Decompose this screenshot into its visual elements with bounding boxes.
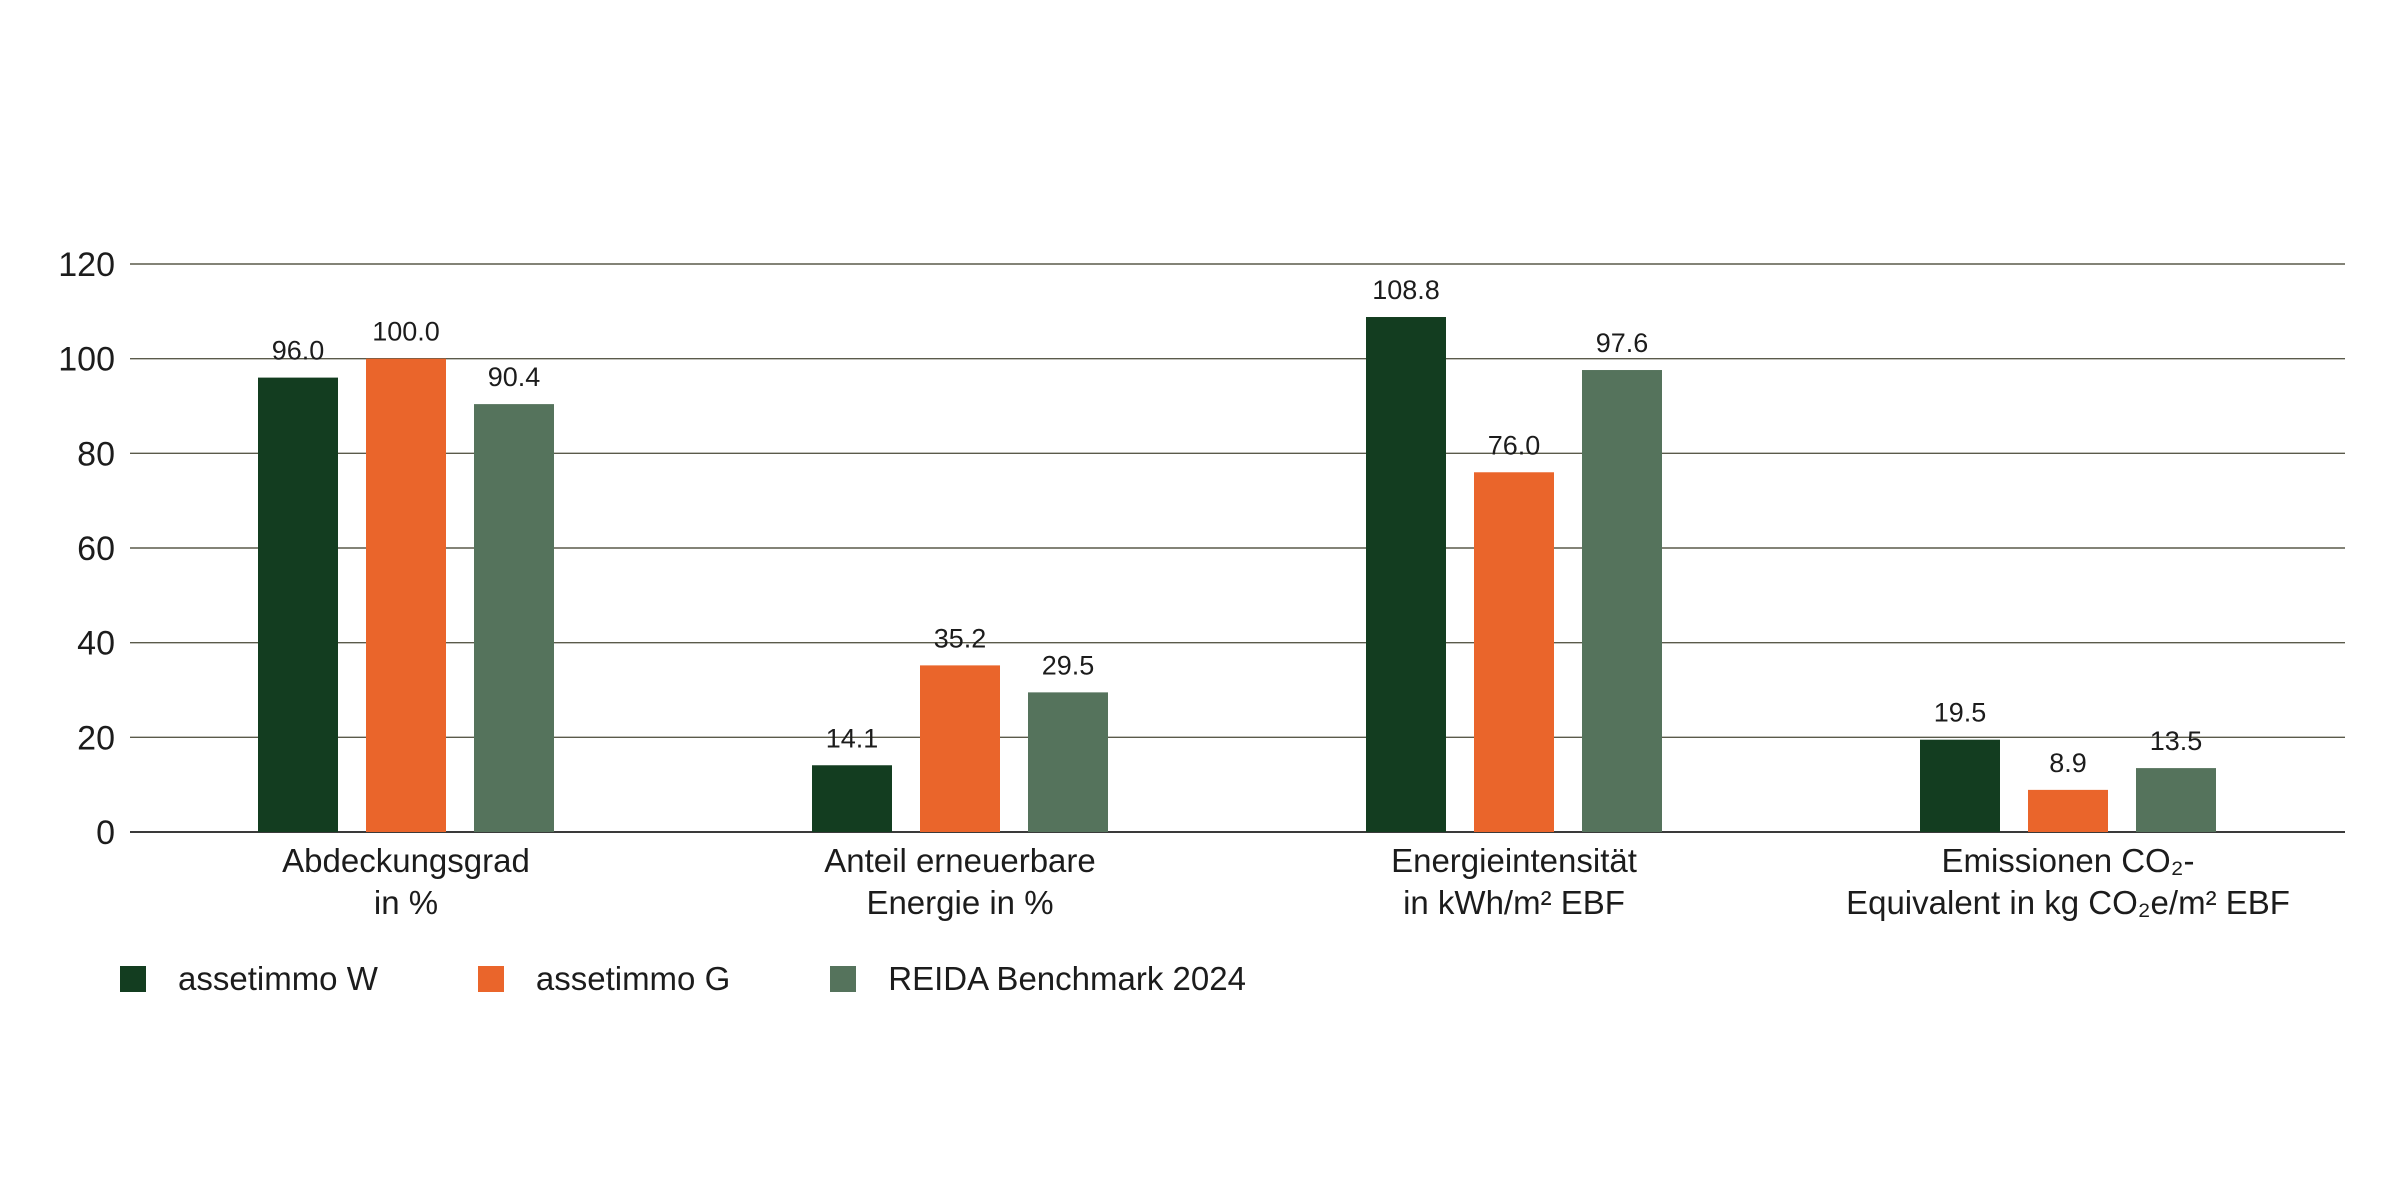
category-label: Energieintensität (1391, 842, 1637, 879)
legend: assetimmo W assetimmo G REIDA Benchmark … (120, 960, 1346, 998)
bar (1920, 739, 2000, 832)
legend-label: assetimmo G (535, 960, 731, 997)
y-tick-label: 40 (77, 625, 115, 663)
data-label: 14.1 (826, 723, 879, 753)
data-label: 108.8 (1372, 275, 1440, 305)
data-label: 8.9 (2049, 748, 2087, 778)
legend-swatch (477, 966, 504, 992)
bar (1028, 692, 1108, 832)
y-tick-label: 60 (77, 530, 115, 568)
category-label: Abdeckungsgrad (282, 842, 530, 879)
data-label: 35.2 (934, 623, 987, 653)
category-label: Equivalent in kg CO₂e/m² EBF (1846, 884, 2290, 921)
bar (1366, 317, 1446, 833)
legend-item-assetimmo-w: assetimmo W (120, 960, 378, 998)
category-label: Energie in % (866, 884, 1053, 921)
y-tick-label: 100 (58, 341, 115, 379)
bar (1582, 370, 1662, 832)
bar (812, 765, 892, 832)
bar (920, 665, 1000, 832)
legend-label: assetimmo W (178, 960, 378, 997)
data-label: 90.4 (488, 362, 541, 392)
legend-item-assetimmo-g: assetimmo G (477, 960, 731, 998)
y-tick-label: 0 (96, 814, 115, 852)
data-label: 76.0 (1488, 430, 1541, 460)
data-label: 19.5 (1934, 698, 1987, 728)
y-tick-label: 20 (77, 719, 115, 757)
bar (1474, 472, 1554, 832)
bar (366, 358, 446, 832)
data-label: 13.5 (2150, 726, 2203, 756)
y-tick-label: 80 (77, 435, 115, 473)
bar (474, 404, 554, 832)
legend-swatch (830, 966, 857, 992)
x-axis: Abdeckungsgrad in % Anteil erneuerbare Ener… (282, 842, 2290, 921)
bar (258, 377, 338, 832)
category-label: in kWh/m² EBF (1403, 884, 1625, 921)
legend-label: REIDA Benchmark 2024 (888, 960, 1246, 997)
y-tick-label: 120 (58, 246, 115, 284)
data-label: 96.0 (272, 336, 325, 366)
bar (2028, 789, 2108, 832)
category-label: in % (374, 884, 438, 921)
category-label: Anteil erneuerbare (824, 842, 1096, 879)
gridlines (130, 263, 2345, 833)
legend-swatch (120, 966, 146, 992)
data-label: 29.5 (1042, 650, 1095, 680)
y-axis: 0 20 40 60 80 100 120 (58, 246, 115, 852)
data-labels: 96.0 100.0 90.4 14.1 35.2 29.5 108.8 76.0 97.6 19… (272, 275, 2203, 778)
bars (258, 317, 2216, 833)
category-label: Emissionen CO₂- (1941, 842, 2194, 879)
bar (2136, 768, 2216, 832)
data-label: 97.6 (1596, 328, 1649, 358)
legend-item-reida-benchmark: REIDA Benchmark 2024 (830, 960, 1246, 998)
data-label: 100.0 (372, 317, 440, 347)
